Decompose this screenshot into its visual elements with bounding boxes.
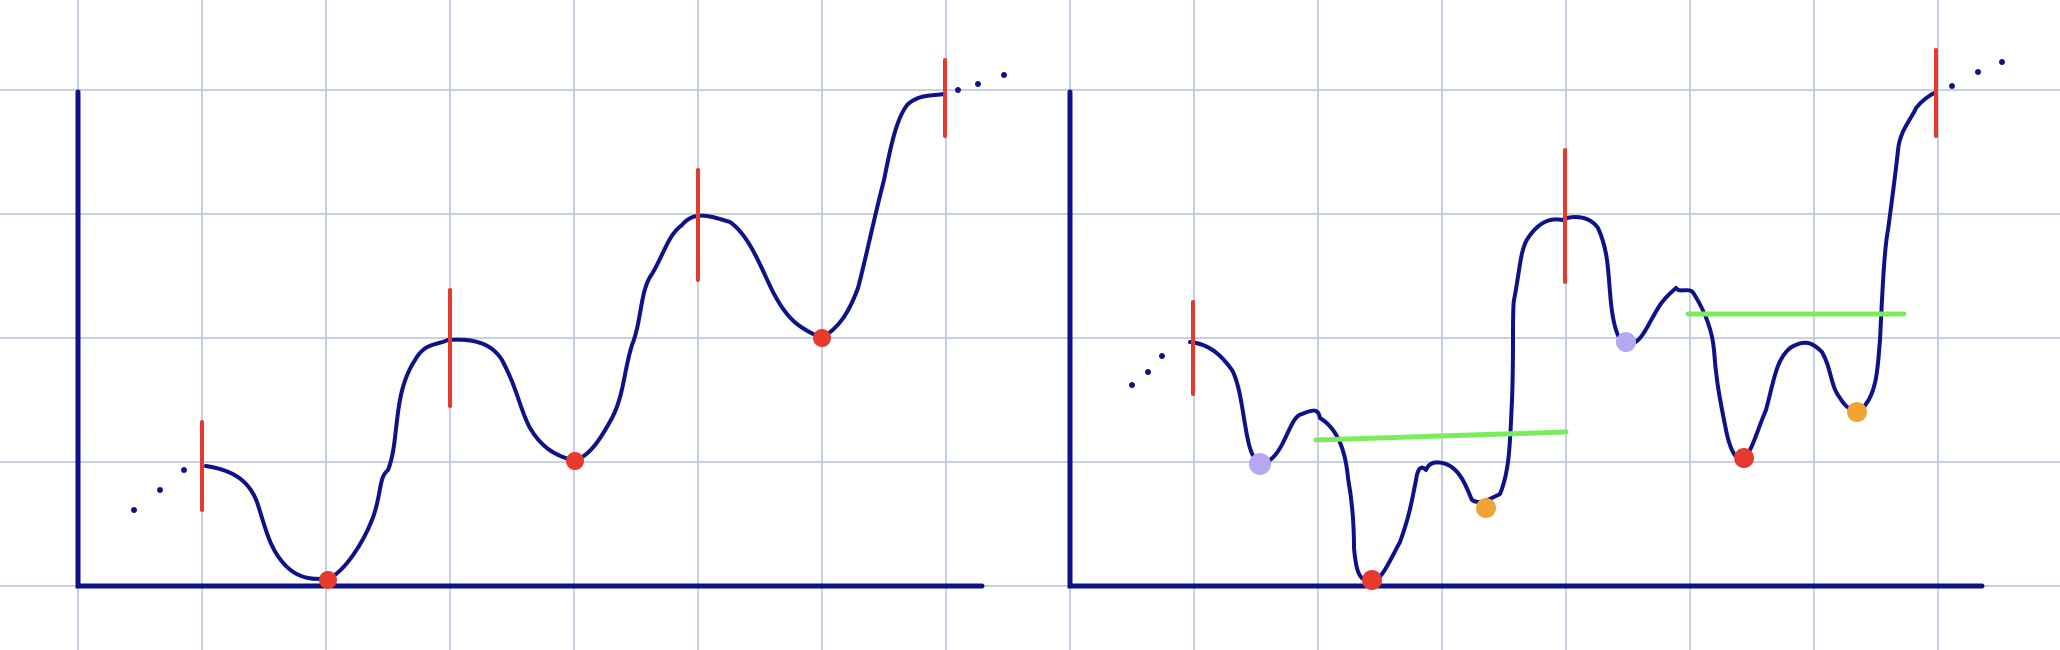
left-trailing-dot bbox=[1001, 72, 1007, 78]
right-trailing-dot bbox=[1949, 83, 1955, 89]
valley-marker bbox=[1362, 570, 1382, 590]
lavender-marker bbox=[1249, 453, 1271, 475]
left-trailing-dot bbox=[975, 81, 981, 87]
valley-marker bbox=[1734, 448, 1754, 468]
left-trailing-dot bbox=[955, 87, 961, 93]
valley-marker bbox=[319, 571, 337, 589]
valley-marker bbox=[566, 452, 584, 470]
right-axes bbox=[1067, 89, 1985, 589]
left-axes bbox=[75, 89, 985, 589]
orange-marker bbox=[1476, 498, 1496, 518]
valley-marker bbox=[813, 329, 831, 347]
left-leading-dot bbox=[157, 487, 163, 493]
orange-marker bbox=[1847, 402, 1867, 422]
lavender-marker bbox=[1616, 332, 1636, 352]
level-line bbox=[1313, 429, 1569, 443]
left-curve bbox=[204, 92, 946, 581]
left-leading-dot bbox=[131, 507, 137, 513]
left-panel bbox=[75, 58, 1007, 589]
left-leading-dot bbox=[181, 467, 187, 473]
right-panel bbox=[1067, 48, 2005, 590]
right-trailing-dot bbox=[1999, 59, 2005, 65]
right-trailing-dot bbox=[1975, 69, 1981, 75]
right-leading-dot bbox=[1145, 369, 1151, 375]
right-leading-dot bbox=[1129, 382, 1135, 388]
right-leading-dot bbox=[1159, 353, 1165, 359]
right-curve bbox=[1188, 90, 1938, 586]
